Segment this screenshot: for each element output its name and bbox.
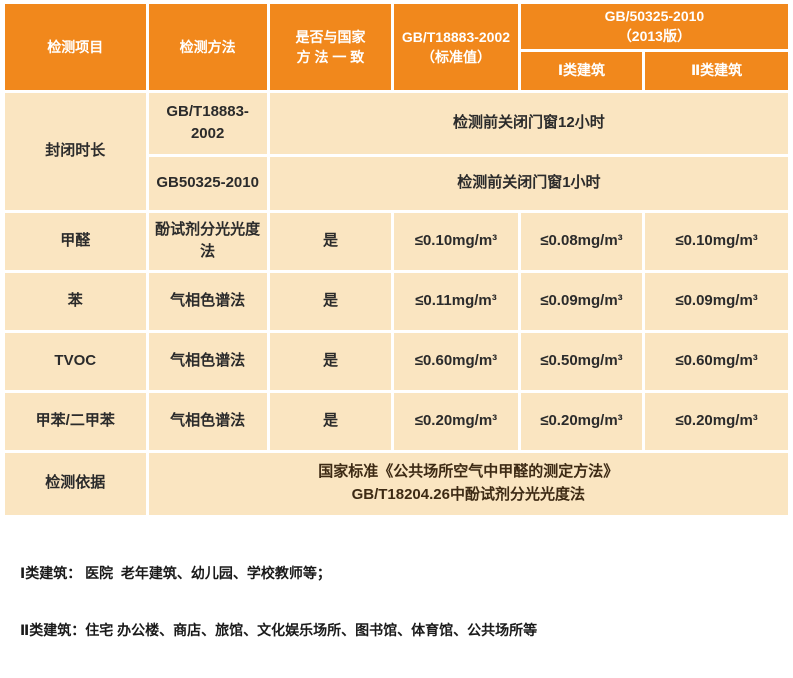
header-row-top: 检测项目 检测方法 是否与国家 方 法 一 致 GB/T18883-2002 （… [5,4,788,90]
footnote-class1-buildings: Ⅰ类建筑： 医院 老年建筑、幼儿园、学校教师等； [20,565,331,582]
cell-item: 甲苯/二甲苯 [5,392,146,450]
cell-gbt-value: ≤0.11mg/m³ [394,272,518,330]
cell-class1-value: ≤0.09mg/m³ [520,272,643,330]
table-row-closure-1: 封闭时长 GB/T18883-2002 检测前关闭门窗12小时 [5,92,788,210]
cell-method: 气相色谱法 [148,332,267,390]
cell-gbt-value: ≤0.20mg/m³ [394,392,518,450]
cell-closure-item: 封闭时长 [5,92,146,210]
header-gbt18883-standard: GB/T18883-2002 （标准值） [394,4,518,90]
cell-method: 酚试剂分光光度法 [148,212,267,270]
air-quality-standards-page: 检测项目 检测方法 是否与国家 方 法 一 致 GB/T18883-2002 （… [0,1,793,638]
cell-class2-value: ≤0.09mg/m³ [645,272,788,330]
cell-class2-value: ≤0.60mg/m³ [645,332,788,390]
cell-method: 气相色谱法 [148,392,267,450]
cell-gbt-value: ≤0.10mg/m³ [394,212,518,270]
standards-table: 检测项目 检测方法 是否与国家 方 法 一 致 GB/T18883-2002 （… [2,1,791,518]
cell-basis-item: 检测依据 [5,452,146,515]
cell-method: 气相色谱法 [148,272,267,330]
header-test-method: 检测方法 [148,4,267,90]
table-row-closure-2: GB50325-2010 检测前关闭门窗1小时 [5,156,788,210]
cell-class2-value: ≤0.20mg/m³ [645,392,788,450]
header-class2-building: Ⅱ类建筑 [645,51,788,90]
footnote-class2-buildings: Ⅱ类建筑：住宅 办公楼、商店、旅馆、文化娱乐场所、图书馆、体育馆、公共场所等 [20,622,538,639]
cell-consistent: 是 [269,212,392,270]
table-row-benzene: 苯 气相色谱法 是 ≤0.11mg/m³ ≤0.09mg/m³ ≤0.09mg/… [5,272,788,330]
cell-item: 甲醛 [5,212,146,270]
cell-consistent: 是 [269,332,392,390]
table-row-formaldehyde: 甲醛 酚试剂分光光度法 是 ≤0.10mg/m³ ≤0.08mg/m³ ≤0.1… [5,212,788,270]
cell-class1-value: ≤0.50mg/m³ [520,332,643,390]
cell-closure-note-1: 检测前关闭门窗12小时 [269,92,788,154]
cell-class1-value: ≤0.20mg/m³ [520,392,643,450]
header-test-item: 检测项目 [5,4,146,90]
table-row-basis: 检测依据 国家标准《公共场所空气中甲醛的测定方法》 GB/T18204.26中酚… [5,452,788,515]
cell-basis-content: 国家标准《公共场所空气中甲醛的测定方法》 GB/T18204.26中酚试剂分光光… [148,452,788,515]
cell-class1-value: ≤0.08mg/m³ [520,212,643,270]
footnotes: Ⅰ类建筑： 医院 老年建筑、幼儿园、学校教师等； Ⅱ类建筑：住宅 办公楼、商店、… [20,527,793,678]
header-gb50325-standard: GB/50325-2010 （2013版） [520,4,788,49]
cell-item: TVOC [5,332,146,390]
cell-closure-method-1: GB/T18883-2002 [148,92,267,154]
table-row-tvoc: TVOC 气相色谱法 是 ≤0.60mg/m³ ≤0.50mg/m³ ≤0.60… [5,332,788,390]
header-class1-building: Ⅰ类建筑 [520,51,643,90]
cell-class2-value: ≤0.10mg/m³ [645,212,788,270]
cell-gbt-value: ≤0.60mg/m³ [394,332,518,390]
header-row-sub: Ⅰ类建筑 Ⅱ类建筑 [5,51,788,90]
cell-closure-note-2: 检测前关闭门窗1小时 [269,156,788,210]
cell-item: 苯 [5,272,146,330]
cell-consistent: 是 [269,272,392,330]
cell-closure-method-2: GB50325-2010 [148,156,267,210]
header-consistent-with-national-method: 是否与国家 方 法 一 致 [269,4,392,90]
table-row-toluene-xylene: 甲苯/二甲苯 气相色谱法 是 ≤0.20mg/m³ ≤0.20mg/m³ ≤0.… [5,392,788,450]
cell-consistent: 是 [269,392,392,450]
